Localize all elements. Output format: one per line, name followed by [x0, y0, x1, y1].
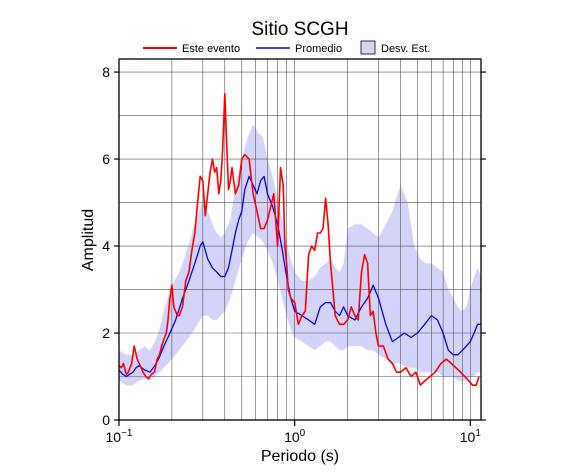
- x-tick-exponent: −1: [121, 428, 133, 439]
- legend-std-swatch: [360, 40, 376, 55]
- legend: Este evento Promedio Desv. Est.: [143, 40, 430, 55]
- chart-title: Sitio SCGH: [251, 19, 348, 40]
- std-band-area: [119, 124, 481, 386]
- y-tick-label: 6: [102, 151, 110, 167]
- x-tick-label: 10−1: [106, 428, 133, 445]
- grid-layer: [118, 59, 481, 420]
- y-tick-label: 8: [102, 64, 110, 80]
- plot-frame: [118, 58, 482, 421]
- legend-mean-label: Promedio: [295, 43, 342, 55]
- event-series-line: [118, 93, 480, 387]
- legend-std-label: Desv. Est.: [381, 43, 430, 55]
- y-tick-label: 0: [102, 412, 110, 428]
- series-lines-layer: [118, 93, 481, 387]
- y-axis-title: Amplitud: [80, 209, 97, 271]
- x-tick-label: 100: [284, 428, 306, 445]
- x-tick-exponent: 0: [300, 428, 306, 439]
- y-tick-label: 4: [102, 238, 110, 254]
- x-tick-exponent: 1: [475, 428, 481, 439]
- x-tick-label: 101: [460, 428, 482, 445]
- y-tick-label: 2: [102, 325, 110, 341]
- x-axis-title: Periodo (s): [261, 448, 339, 465]
- mean-series-line: [118, 175, 481, 378]
- legend-event-label: Este evento: [182, 43, 240, 55]
- std-band-layer: [119, 124, 481, 386]
